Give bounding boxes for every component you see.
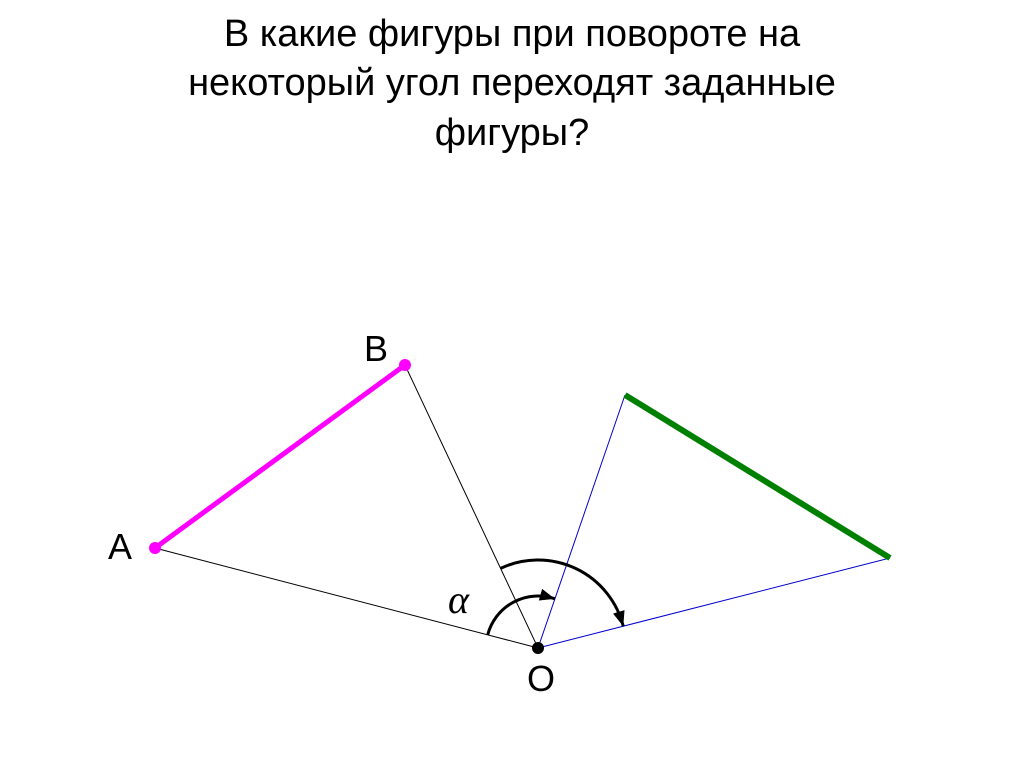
title-line-3: фигуры?	[435, 112, 590, 154]
diagram-canvas: А В О α	[0, 158, 1024, 718]
label-alpha: α	[448, 576, 469, 623]
label-o: О	[527, 658, 555, 700]
page-title: В какие фигуры при повороте на некоторый…	[0, 0, 1024, 158]
title-line-1: В какие фигуры при повороте на	[224, 13, 800, 55]
geometry-svg	[0, 158, 1024, 718]
label-b: В	[364, 328, 388, 370]
title-line-2: некоторый угол переходят заданные	[188, 62, 836, 104]
label-a: А	[108, 526, 132, 568]
